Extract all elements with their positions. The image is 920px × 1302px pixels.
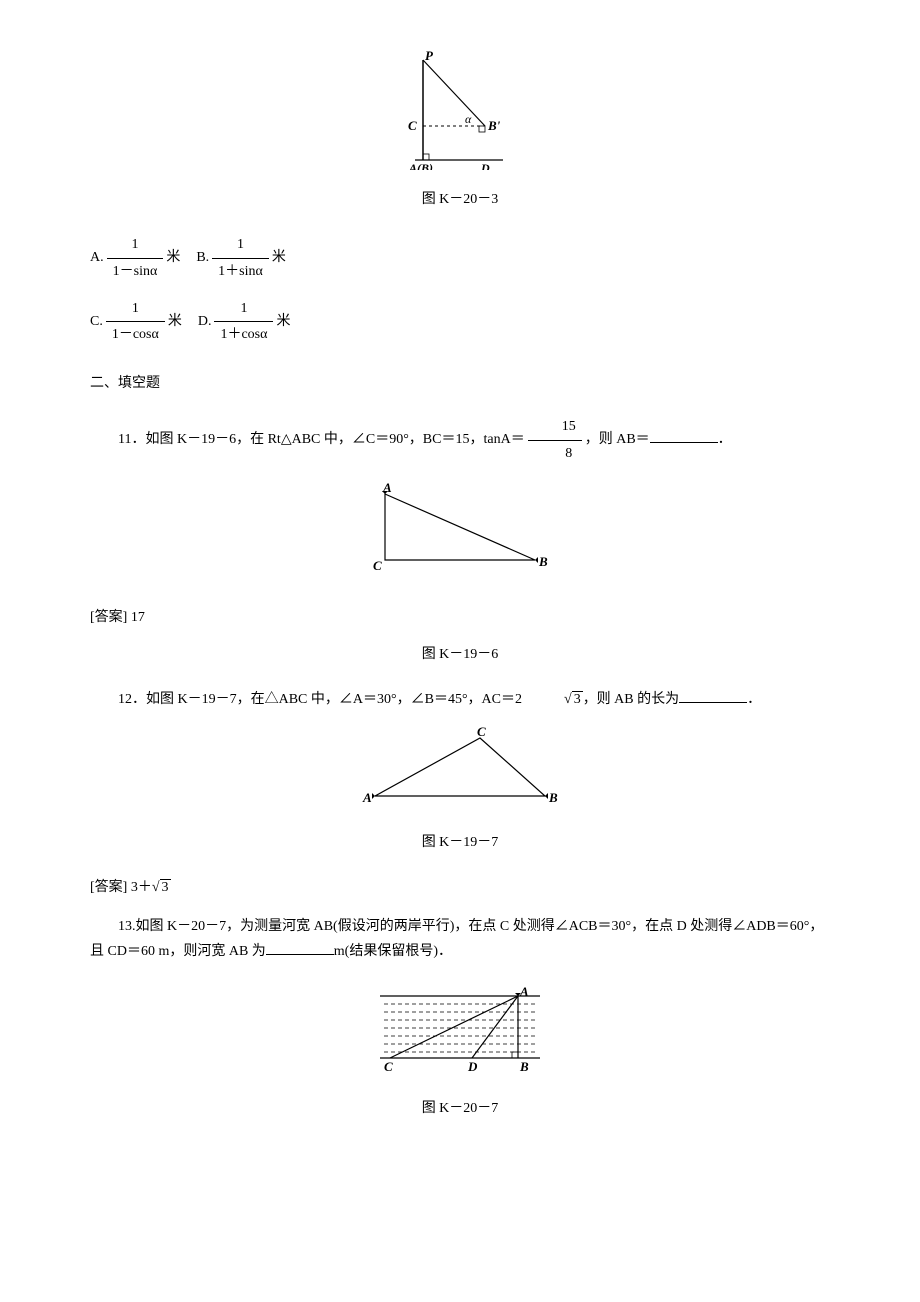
- label-ab: A(B): [408, 161, 433, 170]
- label-b: B: [519, 1059, 529, 1074]
- option-b-label: B.: [196, 245, 209, 270]
- q11-text-post: ，则 AB＝: [585, 432, 650, 447]
- figure-k20-7: A C D B 图 K－20－7: [90, 978, 830, 1120]
- question-12: 12．如图 K－19－7，在△ABC 中，∠A＝30°，∠B＝45°，AC＝2 …: [90, 687, 830, 712]
- option-c-fraction: 1 1－cosα: [106, 296, 165, 347]
- q12-text-pre: 12．如图 K－19－7，在△ABC 中，∠A＝30°，∠B＝45°，AC＝2: [118, 692, 536, 707]
- figure-caption: 图 K－20－7: [90, 1096, 830, 1121]
- label-a: A: [519, 984, 529, 999]
- label-d: D: [480, 161, 490, 170]
- radicand: 3: [572, 691, 583, 707]
- sqrt-icon: 3: [152, 875, 171, 900]
- fraction-num: 1: [107, 232, 164, 258]
- label-bprime: B': [487, 118, 501, 133]
- q13-text-end: m(结果保留根号)．: [334, 944, 452, 959]
- question-11: 11．如图 K－19－6，在 Rt△ABC 中，∠C＝90°，BC＝15，tan…: [90, 414, 830, 465]
- fraction-num: 1: [214, 296, 273, 322]
- blank: [650, 429, 718, 443]
- figure-k19-7: C A B 图 K－19－7: [90, 726, 830, 854]
- option-a-unit: 米: [166, 245, 180, 270]
- question-13: 13.如图 K－20－7，为测量河宽 AB(假设河的两岸平行)，在点 C 处测得…: [90, 914, 830, 964]
- label-a: A: [382, 480, 392, 495]
- figure-k20-3: P C B' α A(B) D 图 K－20－3: [90, 50, 830, 212]
- fraction-den: 1＋cosα: [214, 322, 273, 347]
- fraction-num: 15: [528, 414, 582, 440]
- diagram-river: A C D B: [360, 978, 560, 1078]
- label-b: B: [538, 554, 548, 569]
- label-alpha: α: [465, 112, 472, 126]
- fraction-den: 1－sinα: [107, 259, 164, 284]
- option-b-unit: 米: [272, 245, 286, 270]
- fraction-den: 1－cosα: [106, 322, 165, 347]
- option-a-label: A.: [90, 245, 104, 270]
- q11-text-end: ．: [718, 432, 732, 447]
- q12-text-post: ，则 AB 的长为: [583, 692, 679, 707]
- fraction-num: 1: [212, 232, 269, 258]
- option-d-label: D.: [198, 309, 212, 334]
- option-c-unit: 米: [168, 309, 182, 334]
- label-b: B: [548, 790, 558, 805]
- option-a: A. 1 1－sinα 米: [90, 232, 180, 283]
- option-d-unit: 米: [276, 309, 290, 334]
- figure-caption: 图 K－20－3: [90, 187, 830, 212]
- blank: [679, 689, 747, 703]
- fraction-den: 1＋sinα: [212, 259, 269, 284]
- fraction-den: 8: [528, 441, 582, 466]
- q12-answer: [答案] 3＋ 3: [90, 875, 830, 900]
- radicand: 3: [160, 879, 171, 895]
- label-c: C: [384, 1059, 393, 1074]
- options-row-cd: C. 1 1－cosα 米 D. 1 1＋cosα 米: [90, 296, 830, 347]
- q11-fraction: 158: [528, 414, 582, 465]
- option-a-fraction: 1 1－sinα: [107, 232, 164, 283]
- option-c: C. 1 1－cosα 米: [90, 296, 182, 347]
- option-c-label: C.: [90, 309, 103, 334]
- label-c: C: [477, 726, 486, 739]
- label-a: A: [362, 790, 372, 805]
- fraction-num: 1: [106, 296, 165, 322]
- section-2-title: 二、填空题: [90, 371, 830, 396]
- figure-k19-6: A B C: [90, 480, 830, 585]
- label-c: C: [408, 118, 417, 133]
- figure-caption: 图 K－19－7: [90, 830, 830, 855]
- q11-text-pre: 11．如图 K－19－6，在 Rt△ABC 中，∠C＝90°，BC＝15，tan…: [118, 432, 525, 447]
- diagram-rt-triangle: A B C: [355, 480, 565, 576]
- sqrt-icon: 3: [536, 687, 583, 712]
- option-d-fraction: 1 1＋cosα: [214, 296, 273, 347]
- blank: [266, 941, 334, 955]
- q13-text: 13.如图 K－20－7，为测量河宽 AB(假设河的两岸平行)，在点 C 处测得…: [90, 919, 823, 959]
- options-row-ab: A. 1 1－sinα 米 B. 1 1＋sinα 米: [90, 232, 830, 283]
- diagram-pole: P C B' α A(B) D: [395, 50, 525, 170]
- option-b-fraction: 1 1＋sinα: [212, 232, 269, 283]
- diagram-triangle: C A B: [355, 726, 565, 812]
- q11-answer: [答案] 17: [90, 605, 830, 630]
- label-c: C: [373, 558, 382, 573]
- q12-text-end: ．: [747, 692, 761, 707]
- label-p: P: [425, 50, 434, 63]
- figure-caption: 图 K－19－6: [90, 642, 830, 667]
- q12-answer-label: [答案] 3＋: [90, 880, 152, 895]
- option-b: B. 1 1＋sinα 米: [196, 232, 286, 283]
- option-d: D. 1 1＋cosα 米: [198, 296, 291, 347]
- label-d: D: [467, 1059, 478, 1074]
